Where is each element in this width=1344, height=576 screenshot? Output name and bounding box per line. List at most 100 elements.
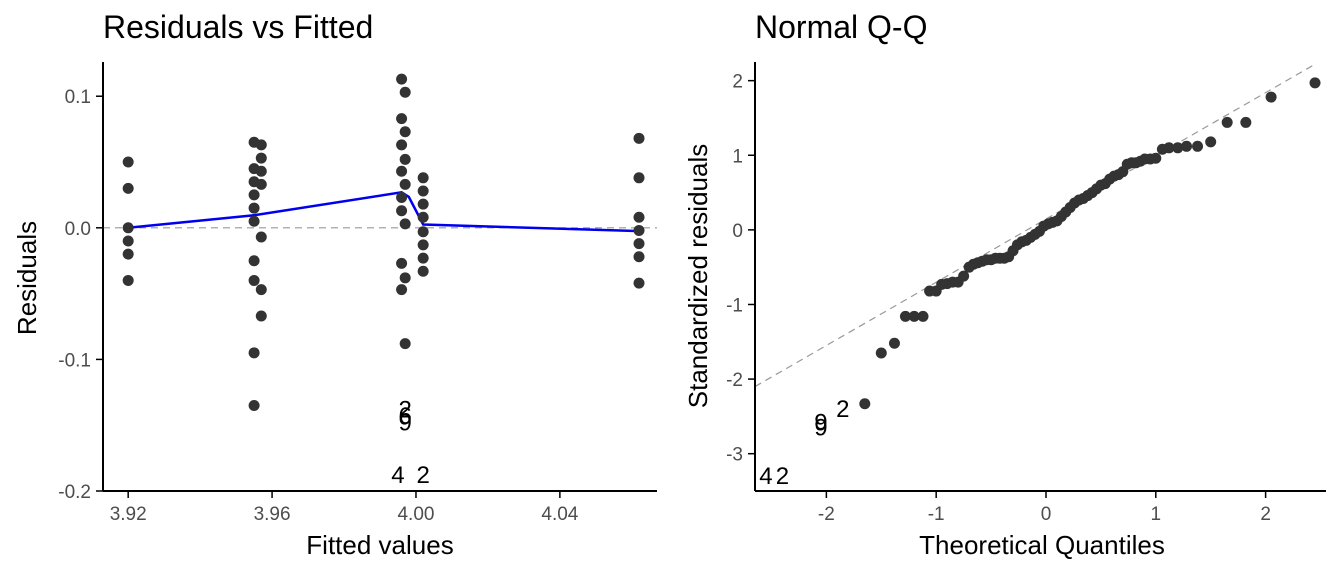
data-point — [255, 231, 267, 243]
data-point — [1240, 116, 1252, 128]
data-point — [399, 218, 411, 230]
data-point — [396, 113, 408, 125]
data-point — [1172, 142, 1184, 154]
data-point — [248, 189, 260, 201]
data-point — [255, 310, 267, 322]
data-point — [399, 86, 411, 98]
x-tick-label: 2 — [1260, 504, 1271, 525]
normal-qq-panel: Normal Q-Q Theoretical Quantiles Standar… — [683, 9, 1326, 560]
point-label: 4 — [391, 462, 404, 489]
data-point — [417, 211, 429, 223]
data-point — [399, 153, 411, 165]
x-tick-label: 1 — [1151, 504, 1162, 525]
y-tick-label: -1 — [726, 295, 743, 316]
data-point — [1205, 136, 1217, 148]
y-tick-label: 1 — [732, 146, 743, 167]
data-point — [633, 277, 645, 289]
data-point — [396, 284, 408, 296]
data-point — [255, 152, 267, 164]
data-point — [1221, 116, 1233, 128]
data-point — [899, 310, 911, 322]
y-tick-label: -2 — [726, 370, 743, 391]
data-point — [908, 310, 920, 322]
x-tick-label: 4.04 — [541, 504, 578, 525]
data-point — [875, 347, 887, 359]
data-point — [417, 239, 429, 251]
data-point — [633, 238, 645, 250]
data-point — [1163, 142, 1175, 154]
data-point — [417, 252, 429, 264]
data-point — [122, 182, 134, 194]
y-tick-label: -0.2 — [58, 482, 91, 503]
x-axis-title: Theoretical Quantiles — [919, 530, 1165, 560]
data-point — [255, 284, 267, 296]
residuals-vs-fitted-panel: Residuals vs Fitted Fitted values Residu… — [12, 9, 657, 560]
reference-line — [754, 63, 1316, 388]
data-point — [633, 132, 645, 144]
data-point — [396, 192, 408, 204]
data-point — [399, 178, 411, 190]
chart-title: Normal Q-Q — [755, 9, 927, 45]
data-point — [417, 172, 429, 184]
data-point — [1192, 140, 1204, 152]
data-point — [1150, 152, 1162, 164]
y-axis-title: Residuals — [12, 221, 42, 335]
y-axis-title: Standardized residuals — [683, 144, 713, 409]
data-point — [255, 178, 267, 190]
data-point — [1181, 140, 1193, 152]
data-point — [255, 139, 267, 151]
x-tick-label: 3.92 — [110, 504, 147, 525]
data-point — [633, 251, 645, 263]
data-point — [248, 399, 260, 411]
y-tick-label: 0.0 — [65, 219, 91, 240]
data-point — [122, 274, 134, 286]
y-tick-label: -3 — [726, 445, 743, 466]
data-point — [248, 347, 260, 359]
point-label: 9 — [814, 409, 827, 436]
point-label: 2 — [416, 462, 429, 489]
data-point — [417, 226, 429, 238]
data-point — [958, 270, 970, 282]
x-axis-title: Fitted values — [306, 530, 453, 560]
data-point — [248, 274, 260, 286]
y-tick-label: 2 — [732, 72, 743, 93]
y-tick-label: 0.1 — [65, 87, 91, 108]
data-point — [396, 165, 408, 177]
data-point — [255, 165, 267, 177]
data-point — [122, 248, 134, 260]
point-label: 9 — [399, 410, 412, 437]
data-point — [122, 156, 134, 168]
data-point — [633, 224, 645, 236]
point-label: 2 — [836, 396, 849, 423]
data-point — [122, 222, 134, 234]
x-tick-label: -1 — [928, 504, 945, 525]
data-point — [248, 255, 260, 267]
data-point — [122, 235, 134, 247]
data-point — [633, 172, 645, 184]
data-point — [417, 265, 429, 277]
data-point — [1309, 77, 1321, 89]
data-point — [248, 215, 260, 227]
data-point — [399, 272, 411, 284]
y-tick-label: -0.1 — [58, 350, 91, 371]
data-point — [633, 211, 645, 223]
smooth-line — [128, 190, 640, 233]
data-point — [396, 257, 408, 269]
point-label: 6 — [399, 403, 412, 430]
data-point — [399, 338, 411, 350]
x-tick-label: 3.96 — [254, 504, 291, 525]
point-label: 2 — [399, 396, 412, 423]
data-point — [859, 398, 871, 410]
x-tick-label: 0 — [1041, 504, 1052, 525]
data-point — [396, 73, 408, 85]
chart-title: Residuals vs Fitted — [103, 9, 373, 45]
point-label: 2 — [776, 463, 789, 490]
point-label: 9 — [814, 415, 827, 442]
y-tick-label: 0 — [732, 221, 743, 242]
data-point — [396, 205, 408, 217]
data-point — [417, 198, 429, 210]
data-point — [396, 139, 408, 151]
data-point — [399, 126, 411, 138]
x-tick-label: 4.00 — [397, 504, 434, 525]
